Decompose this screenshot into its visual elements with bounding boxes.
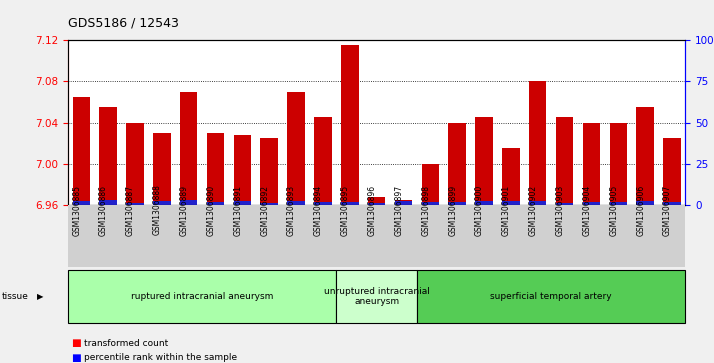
Text: GSM1306902: GSM1306902	[529, 184, 538, 236]
Bar	[314, 202, 332, 205]
Bar	[502, 201, 520, 205]
Text: GSM1306886: GSM1306886	[99, 184, 108, 236]
Text: GSM1306897: GSM1306897	[395, 184, 403, 236]
Bar	[126, 203, 144, 205]
Bar	[207, 133, 224, 205]
Bar	[314, 117, 332, 205]
Text: GSM1306899: GSM1306899	[448, 184, 457, 236]
Bar	[583, 202, 600, 205]
Text: GSM1306893: GSM1306893	[287, 184, 296, 236]
Bar	[99, 200, 117, 205]
Bar	[395, 200, 412, 205]
Text: percentile rank within the sample: percentile rank within the sample	[84, 353, 237, 362]
Text: GSM1306900: GSM1306900	[475, 184, 484, 236]
Text: ■: ■	[71, 352, 81, 363]
Text: ruptured intracranial aneurysm: ruptured intracranial aneurysm	[131, 292, 273, 301]
Bar	[180, 91, 197, 205]
Text: ▶: ▶	[37, 292, 44, 301]
Bar	[636, 107, 654, 205]
Text: GSM1306889: GSM1306889	[180, 184, 188, 236]
Bar	[368, 197, 386, 205]
Text: tissue: tissue	[1, 292, 29, 301]
Text: GSM1306887: GSM1306887	[126, 184, 135, 236]
Bar	[261, 138, 278, 205]
Text: GSM1306890: GSM1306890	[206, 184, 216, 236]
Bar	[261, 203, 278, 205]
Bar	[368, 203, 386, 205]
Text: GSM1306885: GSM1306885	[72, 184, 81, 236]
Bar	[529, 201, 546, 205]
Bar	[153, 201, 171, 205]
Bar	[663, 202, 680, 205]
Bar	[421, 164, 439, 205]
Text: GSM1306905: GSM1306905	[609, 184, 618, 236]
Bar	[287, 201, 305, 205]
Bar	[610, 202, 627, 205]
Text: GSM1306896: GSM1306896	[368, 184, 377, 236]
Bar	[448, 202, 466, 205]
Bar	[476, 117, 493, 205]
Text: GSM1306904: GSM1306904	[583, 184, 591, 236]
Bar	[529, 81, 546, 205]
Bar	[341, 202, 358, 205]
Bar	[207, 202, 224, 205]
Text: GSM1306901: GSM1306901	[502, 184, 511, 236]
Bar	[341, 45, 358, 205]
Text: GSM1306891: GSM1306891	[233, 184, 242, 236]
Bar	[636, 201, 654, 205]
Bar	[421, 202, 439, 205]
Bar	[610, 123, 627, 205]
Text: GSM1306888: GSM1306888	[153, 185, 162, 236]
Text: GDS5186 / 12543: GDS5186 / 12543	[68, 16, 178, 29]
Text: superficial temporal artery: superficial temporal artery	[491, 292, 612, 301]
Bar	[395, 201, 412, 205]
Text: unruptured intracranial
aneurysm: unruptured intracranial aneurysm	[323, 287, 430, 306]
Bar	[476, 201, 493, 205]
Bar	[99, 107, 117, 205]
Bar	[556, 117, 573, 205]
Bar	[126, 123, 144, 205]
Bar	[663, 138, 680, 205]
Bar	[287, 91, 305, 205]
Bar	[73, 97, 90, 205]
Bar	[502, 148, 520, 205]
Text: transformed count: transformed count	[84, 339, 169, 347]
Text: GSM1306892: GSM1306892	[260, 184, 269, 236]
Bar	[583, 123, 600, 205]
Text: GSM1306907: GSM1306907	[663, 184, 672, 236]
Text: GSM1306898: GSM1306898	[421, 184, 431, 236]
Text: GSM1306894: GSM1306894	[314, 184, 323, 236]
Bar	[180, 200, 197, 205]
Bar	[73, 201, 90, 205]
Bar	[556, 203, 573, 205]
Bar	[153, 133, 171, 205]
Bar	[448, 123, 466, 205]
Text: GSM1306903: GSM1306903	[555, 184, 565, 236]
Text: ■: ■	[71, 338, 81, 348]
Bar	[233, 201, 251, 205]
Text: GSM1306906: GSM1306906	[636, 184, 645, 236]
Text: GSM1306895: GSM1306895	[341, 184, 350, 236]
Bar	[233, 135, 251, 205]
